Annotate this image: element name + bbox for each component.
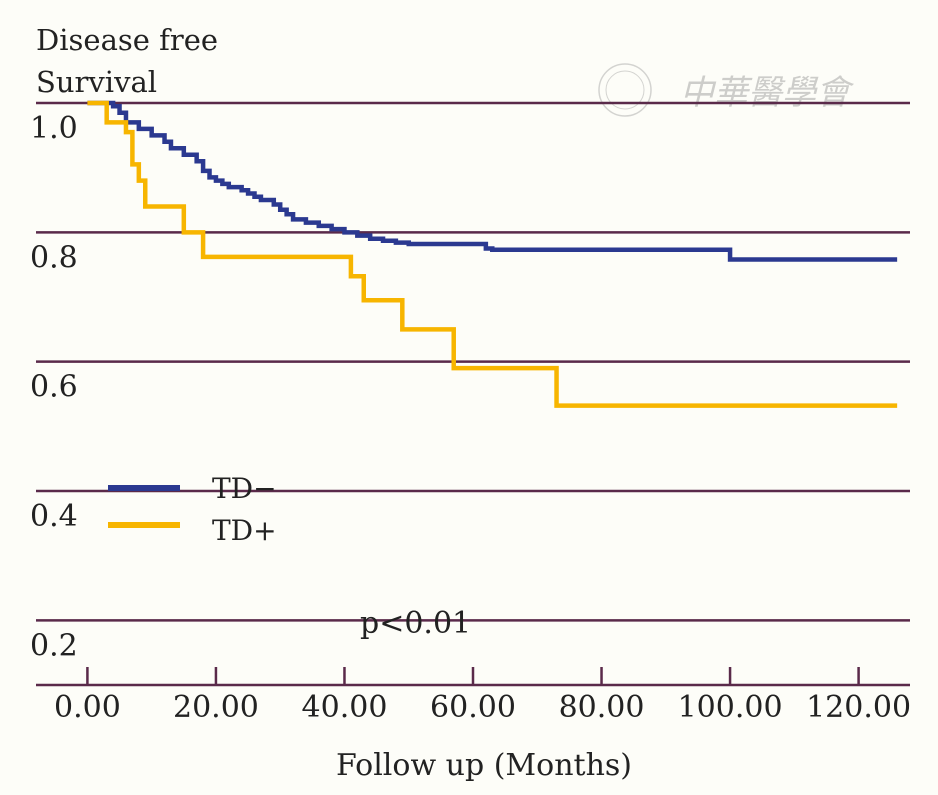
legend: TD− TD+: [108, 472, 277, 547]
x-tick-labels: 0.00 20.00 40.00 60.00 80.00 100.00 120.00: [54, 690, 911, 725]
y-tick-labels: 0.2 0.4 0.6 0.8 1.0: [30, 111, 78, 663]
y-axis-title-line-1: Disease free: [36, 23, 218, 57]
x-tick-label: 80.00: [559, 690, 645, 725]
y-axis-title-line-2: Survival: [36, 65, 157, 99]
series-layer: [87, 100, 898, 408]
x-tick-label: 120.00: [806, 690, 911, 725]
legend-label-td-plus: TD+: [212, 514, 277, 547]
p-value-annotation: p<0.01: [360, 606, 471, 641]
watermark-seal-inner: [605, 70, 645, 110]
y-tick-label: 0.4: [30, 499, 78, 534]
y-tick-label: 0.8: [30, 240, 78, 275]
watermark-text: 中華醫學會: [680, 73, 855, 113]
series-line-td-minus: [87, 100, 898, 262]
gridlines: [36, 101, 910, 622]
y-tick-label: 1.0: [30, 111, 78, 146]
x-tick-label: 40.00: [302, 690, 388, 725]
x-tick-label: 100.00: [678, 690, 783, 725]
x-ticks: [86, 667, 860, 685]
series-line-td-plus: [87, 100, 898, 408]
x-tick-label: 0.00: [54, 690, 121, 725]
legend-label-td-minus: TD−: [212, 472, 277, 505]
x-axis-title: Follow up (Months): [336, 748, 632, 783]
y-tick-label: 0.2: [30, 628, 78, 663]
x-tick-label: 60.00: [430, 690, 516, 725]
watermark-seal-icon: [598, 63, 652, 117]
x-tick-label: 20.00: [173, 690, 259, 725]
watermark: 中華醫學會: [598, 63, 855, 117]
y-tick-label: 0.6: [30, 370, 78, 405]
